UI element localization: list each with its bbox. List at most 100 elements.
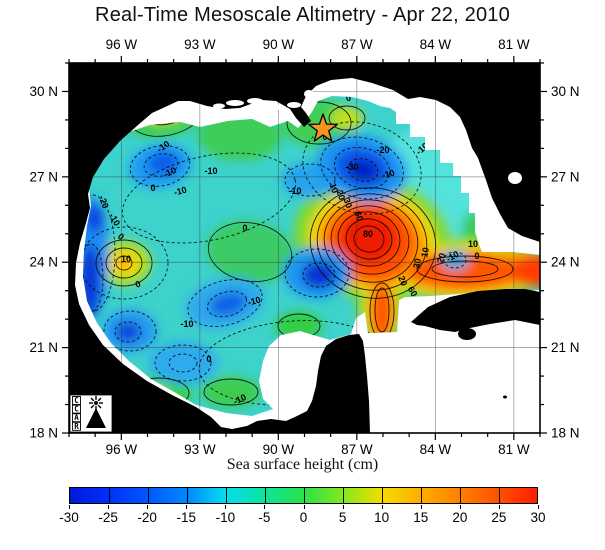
land-mask-cuba: [411, 289, 540, 332]
contour-line: [83, 194, 116, 312]
contour-line: [206, 290, 248, 318]
ssh-field-blob: [341, 211, 397, 265]
contour-label: -10: [180, 319, 193, 329]
ssh-field-blob: [302, 262, 336, 288]
ccar-logo-sunburst: [97, 404, 102, 409]
colorbar-divider: [225, 488, 227, 503]
colorbar: [69, 487, 538, 504]
contour-label: 0: [150, 183, 155, 193]
contour-label: -10: [173, 185, 188, 198]
contour-label: -10: [232, 392, 248, 407]
ssh-field-blob: [513, 255, 540, 287]
contour-line: [105, 247, 143, 279]
colorbar-tick: [381, 505, 383, 509]
colorbar-tick-label: 25: [491, 510, 507, 525]
coastal-bay: [304, 90, 314, 98]
contour-label: 0: [134, 279, 142, 290]
contour-label: -10: [381, 168, 396, 181]
ccar-logo-mountain: [86, 408, 106, 428]
contour-line: [284, 248, 350, 298]
contour-label: 20: [435, 252, 448, 265]
axis-tick-label: 84 W: [420, 37, 452, 52]
colorbar-tick-label: 5: [338, 510, 347, 525]
contour-line: [122, 152, 296, 244]
contour-label: 10: [328, 182, 341, 195]
lake-okeechobee: [508, 172, 522, 184]
colorbar-tick: [459, 505, 461, 509]
contour-label: -10: [162, 165, 178, 180]
axis-tick-label: 21 N: [551, 340, 580, 355]
figure-title: Real-Time Mesoscale Altimetry - Apr 22, …: [95, 4, 510, 26]
axis-tick-label: 90 W: [263, 442, 295, 457]
ssh-field-blob: [119, 258, 131, 268]
colorbar-tick-label: -25: [98, 510, 118, 525]
contour-label: -10: [204, 166, 217, 176]
colorbar-divider: [108, 488, 110, 503]
contour-label: 0: [206, 354, 211, 364]
map-plot-area: -10-100-20-100100-10-100-10-10-1000-10-2…: [29, 37, 579, 457]
contour-line: [431, 260, 499, 278]
contour-label: 10: [468, 239, 478, 249]
contour-label: 0: [242, 223, 247, 233]
contour-label: 0: [116, 231, 126, 242]
contour-label: 80: [363, 229, 373, 239]
colorbar-divider: [499, 488, 501, 503]
axis-tick-label: 84 W: [420, 442, 452, 457]
contour-line: [328, 105, 366, 131]
colorbar-divider: [186, 488, 188, 503]
contour-label: -30: [345, 162, 358, 172]
colorbar-tick: [498, 505, 500, 509]
ccar-logo-sunburst: [90, 397, 95, 402]
axis-tick-label: 81 W: [498, 37, 530, 52]
contour-line: [203, 378, 259, 406]
contour-label: 30: [342, 197, 355, 210]
colorbar-tick: [538, 505, 539, 509]
coastal-bay: [226, 100, 244, 106]
colorbar-tick: [342, 505, 344, 509]
axis-tick-label: 24 N: [29, 255, 58, 270]
contour-line: [83, 243, 104, 313]
colorbar-tick: [186, 505, 188, 509]
contour-line: [286, 101, 352, 145]
contour-line: [115, 255, 133, 271]
ccar-logo-letter: C: [74, 396, 79, 405]
contour-line: [114, 321, 142, 343]
axis-tick-label: 93 W: [184, 442, 216, 457]
axis-tick-label: 30 N: [551, 84, 580, 99]
colorbar-divider: [264, 488, 266, 503]
contour-label: 20: [396, 274, 409, 287]
contour-line: [83, 226, 169, 300]
ccar-logo-letter: C: [74, 405, 79, 414]
contour-label: 30: [411, 257, 423, 269]
colorbar-divider: [382, 488, 384, 503]
contour-line: [320, 136, 404, 200]
ccar-logo-cell: [72, 404, 81, 414]
colorbar-label: Sea surface height (cm): [226, 456, 379, 473]
axis-tick-label: 27 N: [551, 169, 580, 184]
contour-line: [207, 222, 293, 282]
ccar-logo-cell: [72, 421, 81, 431]
contour-label: 60: [406, 285, 420, 299]
contour-line: [103, 310, 157, 352]
contour-line: [168, 353, 198, 373]
ssh-field-blob: [331, 107, 363, 129]
coastal-bay: [287, 102, 301, 108]
ssh-field-blob: [86, 204, 104, 232]
axis-tick-label: 96 W: [106, 442, 138, 457]
colorbar-tick-label: 15: [413, 510, 429, 525]
contour-line: [443, 251, 467, 269]
colorbar-tick-label: 0: [299, 510, 308, 525]
contour-line: [302, 262, 336, 288]
contour-label: 20: [335, 189, 348, 202]
contour-line: [337, 211, 401, 267]
island: [458, 328, 476, 340]
event-location-star-marker: [308, 113, 338, 142]
axis-tick-label: 18 N: [551, 426, 580, 441]
contour-label: 0: [474, 251, 479, 261]
contour-label: -10: [247, 295, 262, 308]
colorbar-tick-label: 20: [452, 510, 468, 525]
ssh-field-blob: [275, 311, 323, 341]
axis-tick-label: 90 W: [263, 37, 295, 52]
contour-line: [374, 287, 390, 333]
